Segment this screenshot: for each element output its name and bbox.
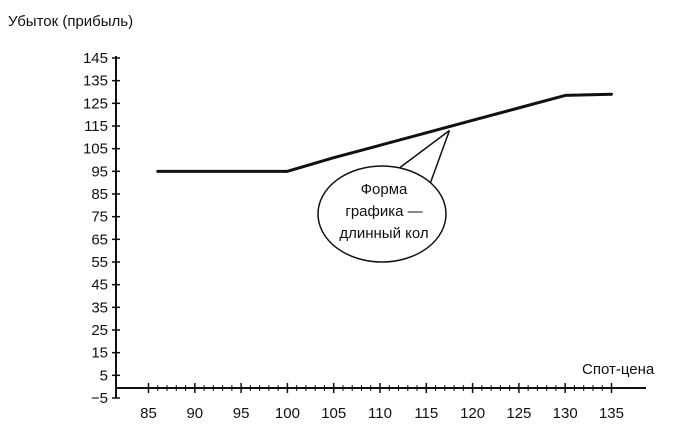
y-tick-label: −5 — [91, 390, 108, 407]
y-tick-label: 125 — [83, 95, 108, 112]
y-tick-label: 25 — [91, 322, 108, 339]
y-tick-label: 5 — [100, 367, 108, 384]
y-tick-label: 135 — [83, 73, 108, 90]
x-tick-label: 90 — [186, 405, 203, 422]
y-tick-label: 75 — [91, 209, 108, 226]
x-tick-label: 130 — [553, 405, 578, 422]
x-tick-label: 110 — [368, 405, 392, 422]
series-line — [158, 94, 612, 171]
x-tick-label: 105 — [321, 405, 346, 422]
x-tick-label: 120 — [460, 405, 485, 422]
y-tick-label: 55 — [91, 254, 108, 271]
y-tick-label: 115 — [84, 118, 108, 135]
x-axis-label: Спот-цена — [582, 361, 655, 378]
y-tick-label: 85 — [91, 186, 108, 203]
y-tick-label: 105 — [83, 141, 108, 158]
x-tick-label: 95 — [233, 405, 250, 422]
x-tick-label: 85 — [140, 405, 157, 422]
callout-group: Форма графика — длинный кол — [318, 131, 449, 262]
callout-text-line: Форма — [361, 181, 408, 198]
callout-text-line: графика — — [345, 203, 422, 220]
x-tick-label: 115 — [414, 405, 438, 422]
callout-text-line: длинный кол — [339, 225, 428, 242]
x-tick-label: 135 — [599, 405, 624, 422]
y-tick-label: 35 — [91, 299, 108, 316]
y-axis-label: Убыток (прибыль) — [8, 13, 133, 30]
y-tick-label: 65 — [91, 231, 108, 248]
x-tick-label: 125 — [506, 405, 531, 422]
series-layer — [158, 94, 612, 171]
y-tick-label: 15 — [91, 345, 108, 362]
y-tick-label: 45 — [91, 277, 108, 294]
y-tick-label: 95 — [91, 163, 108, 180]
y-tick-label: 145 — [83, 50, 108, 67]
x-tick-label: 100 — [275, 405, 300, 422]
